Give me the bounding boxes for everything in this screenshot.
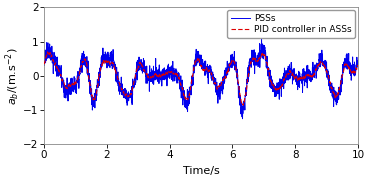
PSSs [194,64,199,66]
PID controller in ASSs [347,68,351,70]
PSSs [259,38,264,40]
Y-axis label: $a_b$/(m.s$^{-2}$): $a_b$/(m.s$^{-2}$) [3,47,22,105]
PSSs [240,118,245,120]
Legend: PSSs, PID controller in ASSs: PSSs, PID controller in ASSs [227,10,355,38]
PSSs [347,64,351,66]
PSSs [347,61,351,63]
PSSs [186,100,191,102]
PID controller in ASSs [356,66,360,68]
PID controller in ASSs [289,72,294,74]
PID controller in ASSs [58,74,63,76]
PID controller in ASSs [45,51,50,53]
PID controller in ASSs [195,59,199,62]
PID controller in ASSs [186,95,191,97]
PSSs [42,63,46,65]
PID controller in ASSs [42,63,46,65]
PSSs [356,60,360,62]
Line: PSSs: PSSs [44,39,358,119]
Line: PID controller in ASSs: PID controller in ASSs [44,52,358,105]
PID controller in ASSs [347,66,351,69]
X-axis label: Time/s: Time/s [183,166,219,176]
PSSs [289,63,294,65]
PID controller in ASSs [241,104,245,106]
PSSs [58,71,62,73]
